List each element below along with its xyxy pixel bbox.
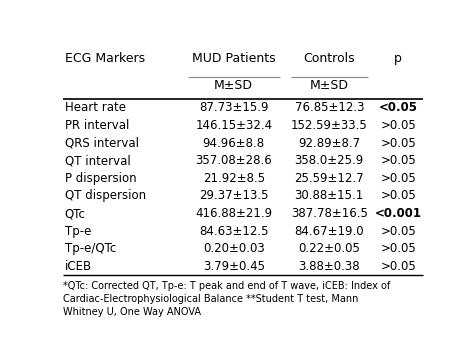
- Text: 146.15±32.4: 146.15±32.4: [195, 119, 272, 132]
- Text: Heart rate: Heart rate: [65, 101, 126, 115]
- Text: >0.05: >0.05: [380, 190, 416, 202]
- Text: iCEB: iCEB: [65, 260, 92, 273]
- Text: QT interval: QT interval: [65, 154, 130, 167]
- Text: 0.22±0.05: 0.22±0.05: [298, 242, 360, 255]
- Text: 387.78±16.5: 387.78±16.5: [291, 207, 368, 220]
- Text: M±SD: M±SD: [214, 79, 253, 92]
- Text: MUD Patients: MUD Patients: [192, 52, 275, 65]
- Text: QT dispersion: QT dispersion: [65, 190, 146, 202]
- Text: M±SD: M±SD: [310, 79, 349, 92]
- Text: *QTc: Corrected QT, Tp-e: T peak and end of T wave, iCEB: Index of: *QTc: Corrected QT, Tp-e: T peak and end…: [63, 281, 390, 291]
- Text: 3.79±0.45: 3.79±0.45: [203, 260, 265, 273]
- Text: 25.59±12.7: 25.59±12.7: [294, 172, 364, 185]
- Text: >0.05: >0.05: [380, 172, 416, 185]
- Text: P dispersion: P dispersion: [65, 172, 137, 185]
- Text: 416.88±21.9: 416.88±21.9: [195, 207, 272, 220]
- Text: QRS interval: QRS interval: [65, 137, 139, 150]
- Text: 76.85±12.3: 76.85±12.3: [294, 101, 364, 115]
- Text: Whitney U, One Way ANOVA: Whitney U, One Way ANOVA: [63, 307, 201, 317]
- Text: >0.05: >0.05: [380, 242, 416, 255]
- Text: Cardiac-Electrophysiological Balance **Student T test, Mann: Cardiac-Electrophysiological Balance **S…: [63, 294, 358, 304]
- Text: 94.96±8.8: 94.96±8.8: [203, 137, 265, 150]
- Text: >0.05: >0.05: [380, 154, 416, 167]
- Text: 152.59±33.5: 152.59±33.5: [291, 119, 368, 132]
- Text: Tp-e: Tp-e: [65, 225, 91, 238]
- Text: Controls: Controls: [303, 52, 355, 65]
- Text: Tp-e/QTc: Tp-e/QTc: [65, 242, 116, 255]
- Text: >0.05: >0.05: [380, 119, 416, 132]
- Text: 21.92±8.5: 21.92±8.5: [203, 172, 265, 185]
- Text: 357.08±28.6: 357.08±28.6: [195, 154, 272, 167]
- Text: 92.89±8.7: 92.89±8.7: [298, 137, 360, 150]
- Text: 87.73±15.9: 87.73±15.9: [199, 101, 268, 115]
- Text: PR interval: PR interval: [65, 119, 129, 132]
- Text: 29.37±13.5: 29.37±13.5: [199, 190, 268, 202]
- Text: <0.001: <0.001: [374, 207, 422, 220]
- Text: 0.20±0.03: 0.20±0.03: [203, 242, 264, 255]
- Text: <0.05: <0.05: [379, 101, 418, 115]
- Text: >0.05: >0.05: [380, 137, 416, 150]
- Text: >0.05: >0.05: [380, 225, 416, 238]
- Text: 30.88±15.1: 30.88±15.1: [295, 190, 364, 202]
- Text: >0.05: >0.05: [380, 260, 416, 273]
- Text: QTc: QTc: [65, 207, 86, 220]
- Text: 358.0±25.9: 358.0±25.9: [295, 154, 364, 167]
- Text: p: p: [394, 52, 402, 65]
- Text: ECG Markers: ECG Markers: [65, 52, 145, 65]
- Text: 84.63±12.5: 84.63±12.5: [199, 225, 268, 238]
- Text: 84.67±19.0: 84.67±19.0: [294, 225, 364, 238]
- Text: 3.88±0.38: 3.88±0.38: [299, 260, 360, 273]
